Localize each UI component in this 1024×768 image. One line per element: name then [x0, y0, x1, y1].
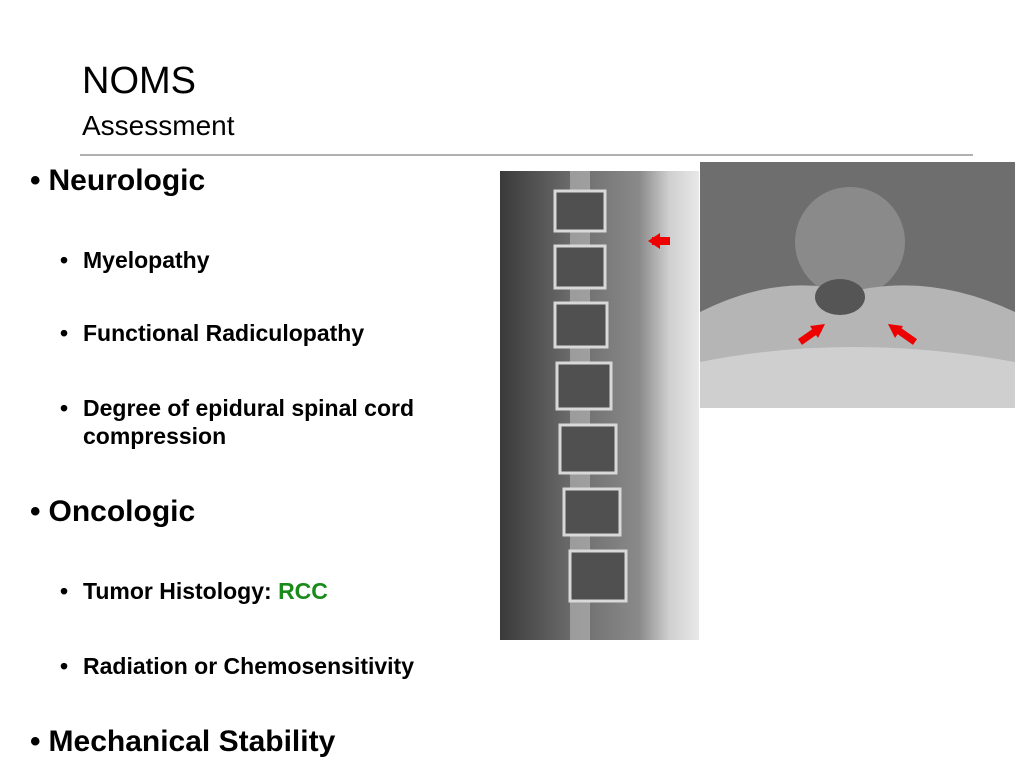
- bullet-item: Functional Radiculopathy: [60, 319, 513, 347]
- bullet-item: Myelopathy: [60, 246, 513, 274]
- sagittal-mri: [500, 171, 699, 640]
- slide-subtitle: Assessment: [82, 110, 235, 141]
- bullet-item: Radiation or Chemosensitivity: [60, 652, 513, 680]
- bullet-item: Tumor Histology: RCC: [60, 577, 513, 605]
- section-heading: Mechanical Stability: [30, 725, 336, 759]
- axial-mri: [700, 162, 1015, 408]
- title-rule: [80, 154, 973, 156]
- bullet-item: Degree of epidural spinal cord compressi…: [60, 394, 503, 450]
- slide-title: NOMS: [82, 60, 196, 102]
- section-heading: Neurologic: [30, 164, 206, 198]
- item-highlight: RCC: [278, 578, 328, 604]
- item-text: Tumor Histology:: [83, 578, 272, 604]
- section-heading: Oncologic: [30, 495, 196, 529]
